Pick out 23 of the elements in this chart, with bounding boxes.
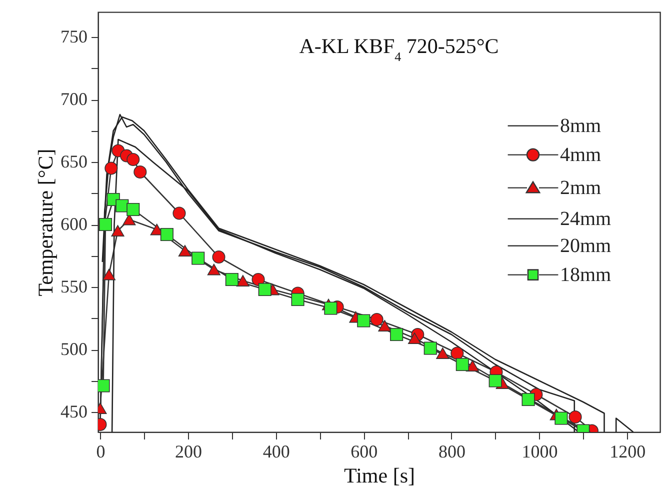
y-tick-label: 750 [60,26,88,46]
x-tick-label: 800 [438,442,466,462]
legend-label: 24mm [560,208,612,230]
y-tick-label: 450 [60,402,88,422]
x-tick-label: 600 [350,442,378,462]
x-tick-label: 200 [175,442,202,462]
y-tick-label: 550 [60,276,88,296]
y-tick-label: 600 [60,214,88,234]
text: A-KL KBF$_{4}$ 720-525°C [299,34,499,64]
legend-label: 8mm [560,114,602,137]
x-tick-label: 1000 [522,442,558,462]
x-tick-label: 400 [262,442,290,462]
y-axis-title: Temperature [°C] [34,148,58,296]
legend-label: 18mm [560,264,612,286]
x-axis-title: Time [s] [344,464,415,488]
legend-label: 20mm [560,234,612,257]
y-tick-label: 500 [60,339,88,359]
legend-label: 4mm [560,144,602,166]
x-tick-label: 0 [96,442,106,462]
legend-label: 2mm [560,176,602,199]
y-tick-label: 700 [60,89,88,109]
y-tick-label: 650 [60,152,88,172]
x-tick-label: 1200 [610,442,646,462]
